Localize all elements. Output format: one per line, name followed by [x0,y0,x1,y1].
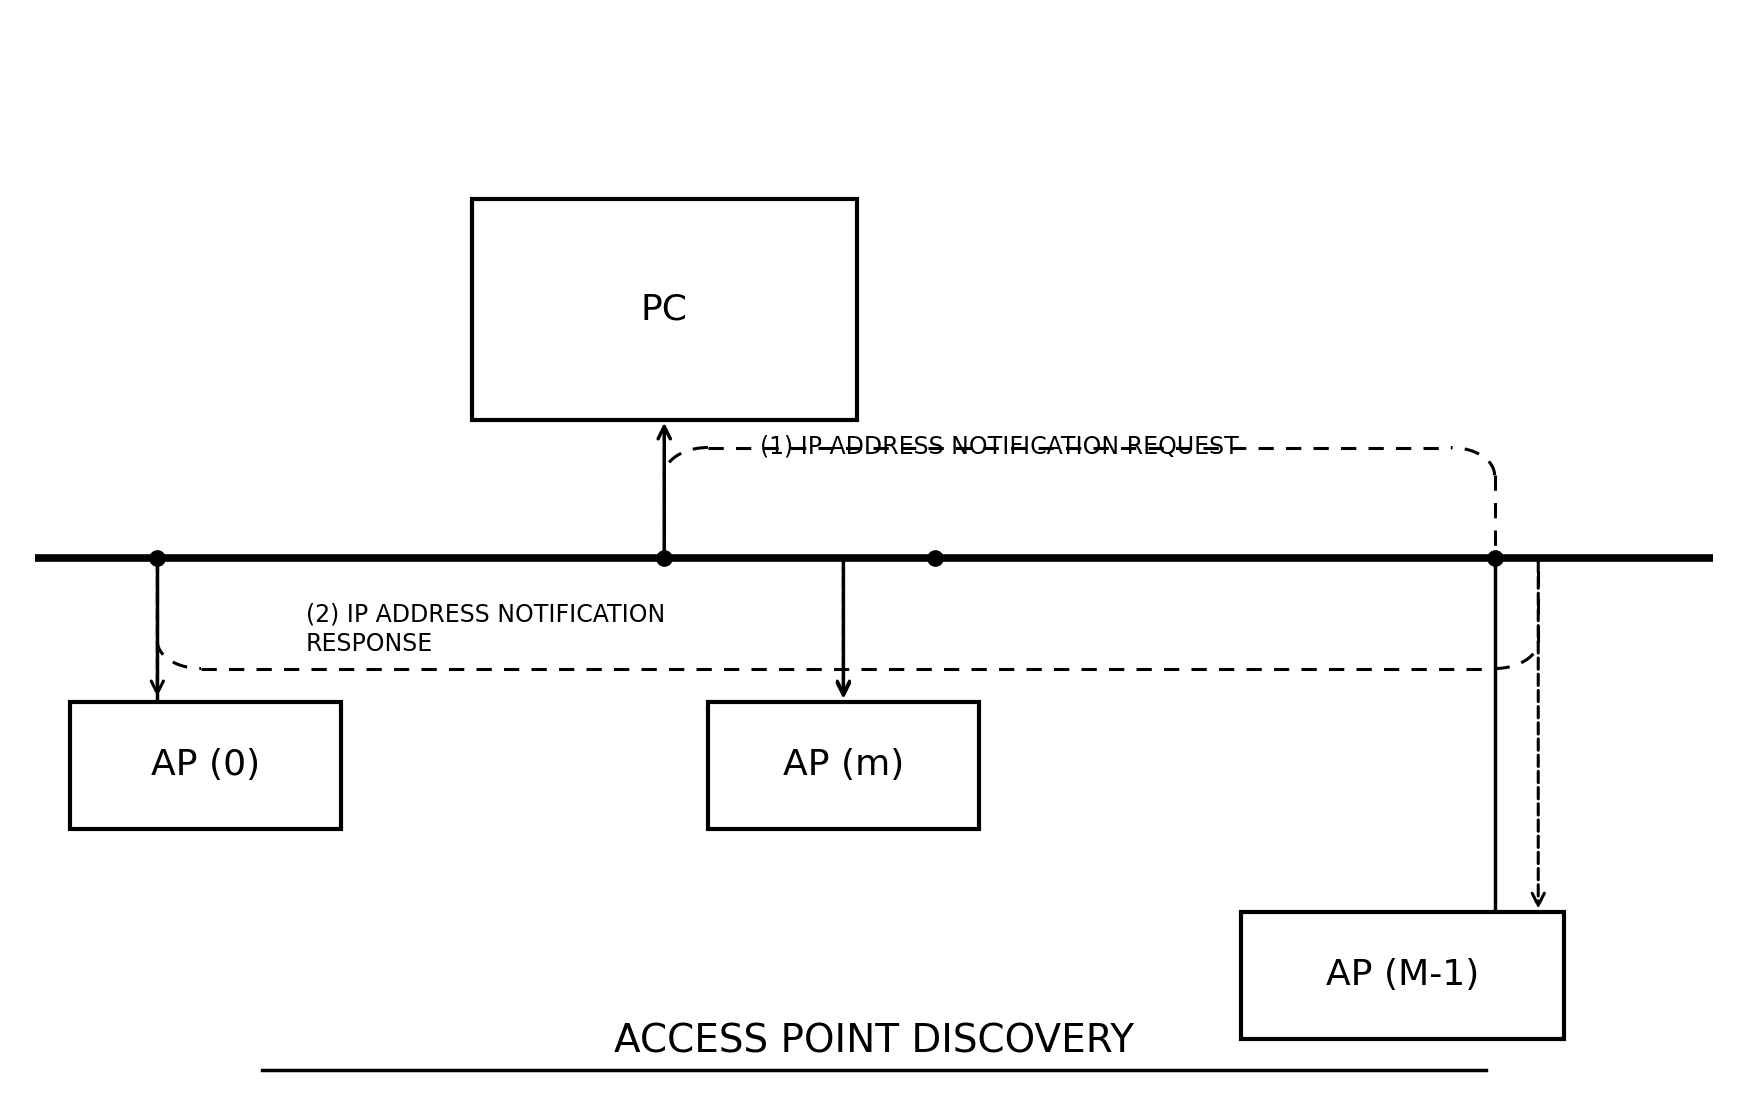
Bar [70,702,341,829]
Text: AP (0): AP (0) [150,748,260,782]
Text: AP (m): AP (m) [783,748,904,782]
Text: (2) IP ADDRESS NOTIFICATION
RESPONSE: (2) IP ADDRESS NOTIFICATION RESPONSE [306,602,666,656]
Text: AP (M-1): AP (M-1) [1327,958,1479,992]
Text: ACCESS POINT DISCOVERY: ACCESS POINT DISCOVERY [614,1023,1134,1061]
Text: PC: PC [642,293,687,326]
Text: (1) IP ADDRESS NOTIFICATION REQUEST: (1) IP ADDRESS NOTIFICATION REQUEST [760,434,1239,459]
Bar [472,199,857,420]
Bar [708,702,979,829]
Bar [1241,912,1564,1039]
